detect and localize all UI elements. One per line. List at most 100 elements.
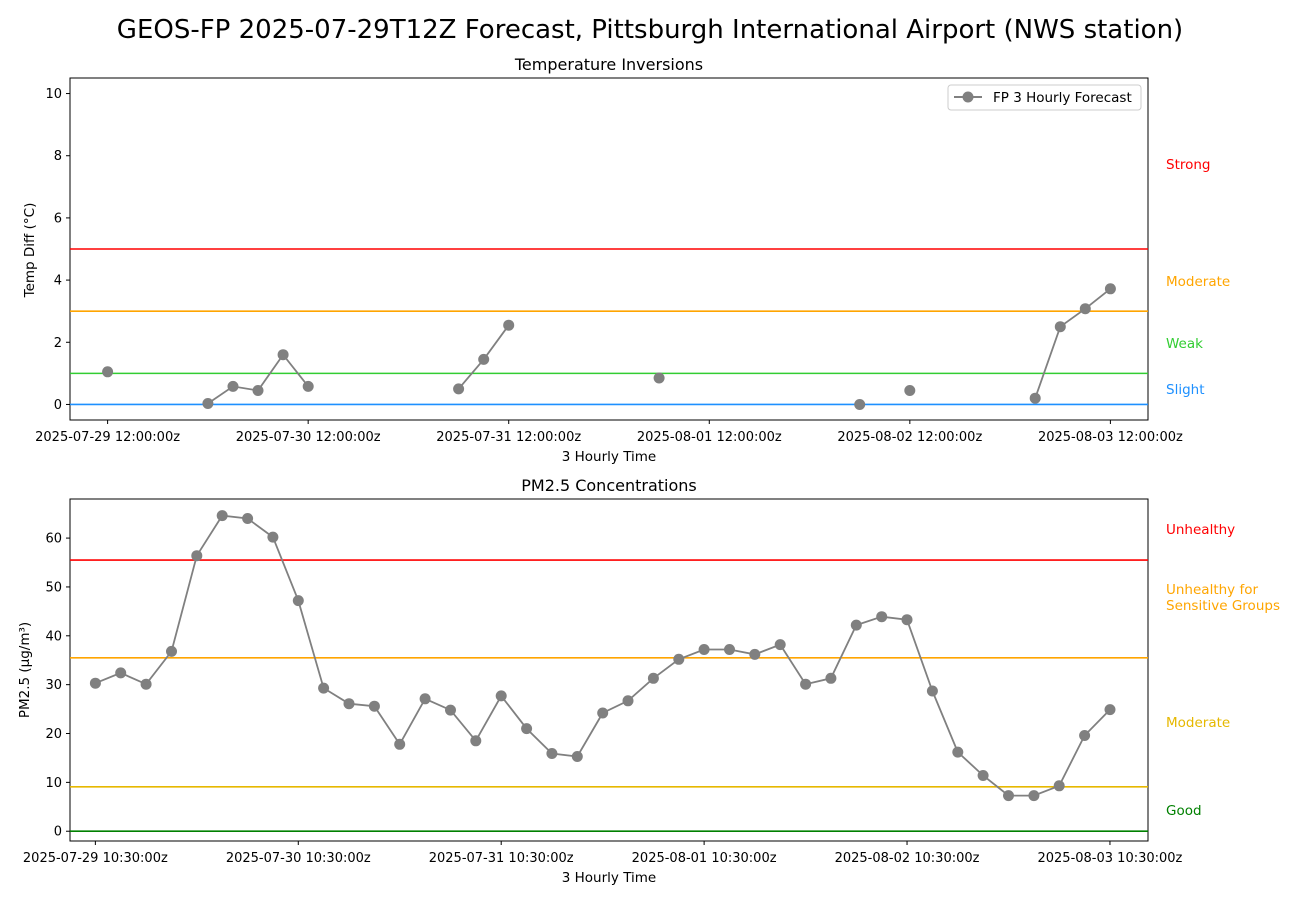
data-point xyxy=(445,704,456,716)
y-tick-label: 4 xyxy=(54,274,62,289)
category-labels: Unhealthy Unhealthy for Sensitive Groups Mo… xyxy=(1166,522,1280,819)
category-label: Slight xyxy=(1166,382,1205,398)
series-line xyxy=(207,353,309,405)
x-tick-label: 2025-08-02 12:00:00z xyxy=(837,430,982,445)
x-axis-ticks: 2025-07-29 12:00:00z 2025-07-30 12:00:00z… xyxy=(35,420,1183,445)
category-label: Moderate xyxy=(1166,274,1230,290)
data-point xyxy=(115,667,127,679)
x-tick-label: 2025-07-29 12:00:00z xyxy=(35,430,180,445)
y-tick-label: 0 xyxy=(54,825,62,840)
data-point xyxy=(394,738,406,750)
series-line xyxy=(1034,288,1111,399)
data-point xyxy=(546,748,558,759)
data-point xyxy=(453,383,465,395)
category-label: Unhealthy xyxy=(1166,522,1235,538)
data-point xyxy=(318,682,330,694)
data-point xyxy=(1028,790,1040,802)
data-point xyxy=(503,319,515,331)
x-axis-label: 3 Hourly Time xyxy=(562,449,656,465)
data-point xyxy=(749,648,761,660)
data-point xyxy=(1003,790,1014,802)
x-tick-label: 2025-07-31 12:00:00z xyxy=(436,430,581,445)
data-point xyxy=(242,513,254,524)
threshold-lines xyxy=(70,248,1148,406)
category-label: Strong xyxy=(1166,157,1211,173)
y-tick-label: 6 xyxy=(54,211,62,226)
y-axis-label: Temp Diff (°C) xyxy=(22,203,38,299)
y-axis-ticks: 0 2 4 6 8 10 xyxy=(45,87,70,413)
y-tick-label: 2 xyxy=(54,336,62,351)
x-tick-label: 2025-07-29 10:30:00z xyxy=(23,851,168,866)
data-point xyxy=(166,645,177,657)
data-point xyxy=(521,723,533,735)
temperature-inversions-chart: Temperature Inversions 0 2 4 6 8 10 2025-07-2… xyxy=(22,55,1230,465)
data-point xyxy=(267,531,279,543)
data-point xyxy=(952,746,964,758)
legend-marker xyxy=(962,91,974,103)
y-axis-label: PM2.5 (μg/m³) xyxy=(17,622,33,718)
category-labels: Strong Moderate Weak Slight xyxy=(1166,157,1230,398)
data-point xyxy=(191,550,203,562)
category-label: Good xyxy=(1166,803,1202,819)
x-axis-ticks: 2025-07-29 10:30:00z 2025-07-30 10:30:00z… xyxy=(23,841,1183,866)
data-series xyxy=(102,283,1116,410)
data-point xyxy=(202,398,214,409)
data-point xyxy=(1104,283,1116,295)
data-point xyxy=(140,678,152,690)
figure-suptitle: GEOS-FP 2025-07-29T12Z Forecast, Pittsbu… xyxy=(116,15,1184,45)
data-point xyxy=(653,372,665,384)
x-tick-label: 2025-07-30 10:30:00z xyxy=(226,851,371,866)
data-point xyxy=(495,690,507,702)
y-tick-label: 30 xyxy=(45,678,62,693)
data-point xyxy=(368,700,380,712)
data-point xyxy=(227,380,239,392)
data-point xyxy=(252,385,264,396)
data-point xyxy=(774,639,786,651)
data-point xyxy=(419,693,431,705)
y-tick-label: 20 xyxy=(45,727,62,742)
data-point xyxy=(977,770,989,781)
x-tick-label: 2025-08-02 10:30:00z xyxy=(835,851,980,866)
y-tick-label: 0 xyxy=(54,398,62,413)
data-point xyxy=(470,735,482,747)
data-point xyxy=(825,672,837,684)
data-point xyxy=(904,385,916,396)
threshold-lines xyxy=(70,559,1148,833)
data-point xyxy=(277,349,289,361)
data-point xyxy=(292,595,304,607)
x-tick-label: 2025-07-31 10:30:00z xyxy=(429,851,574,866)
y-tick-label: 8 xyxy=(54,149,62,164)
data-point xyxy=(1054,321,1066,333)
data-point xyxy=(622,695,634,707)
data-point xyxy=(216,510,228,522)
data-point xyxy=(876,611,888,623)
data-point xyxy=(478,353,490,365)
data-point xyxy=(1029,392,1041,404)
category-label: Moderate xyxy=(1166,715,1230,731)
data-point xyxy=(926,685,938,697)
legend-box xyxy=(947,84,1142,111)
y-tick-label: 60 xyxy=(45,532,62,547)
data-point xyxy=(1079,303,1091,315)
data-point xyxy=(1053,780,1065,792)
data-point xyxy=(597,707,609,719)
y-tick-label: 40 xyxy=(45,629,62,644)
category-label: Weak xyxy=(1166,336,1203,352)
pm25-concentrations-chart: PM2.5 Concentrations 0 10 20 30 40 50 60 2025-… xyxy=(17,476,1280,886)
x-tick-label: 2025-08-03 10:30:00z xyxy=(1037,851,1182,866)
data-point xyxy=(343,698,355,710)
y-tick-label: 50 xyxy=(45,580,62,595)
chart-title: PM2.5 Concentrations xyxy=(521,476,697,495)
data-point xyxy=(698,644,710,655)
x-tick-label: 2025-07-30 12:00:00z xyxy=(236,430,381,445)
legend-entry: FP 3 Hourly Forecast xyxy=(993,90,1132,106)
y-tick-label: 10 xyxy=(45,87,62,102)
data-point xyxy=(673,653,685,665)
y-axis-ticks: 0 10 20 30 40 50 60 xyxy=(45,532,70,840)
data-point xyxy=(800,678,812,690)
data-point xyxy=(724,644,735,655)
x-tick-label: 2025-08-01 12:00:00z xyxy=(637,430,782,445)
y-tick-label: 10 xyxy=(45,776,62,791)
data-point xyxy=(850,619,862,631)
